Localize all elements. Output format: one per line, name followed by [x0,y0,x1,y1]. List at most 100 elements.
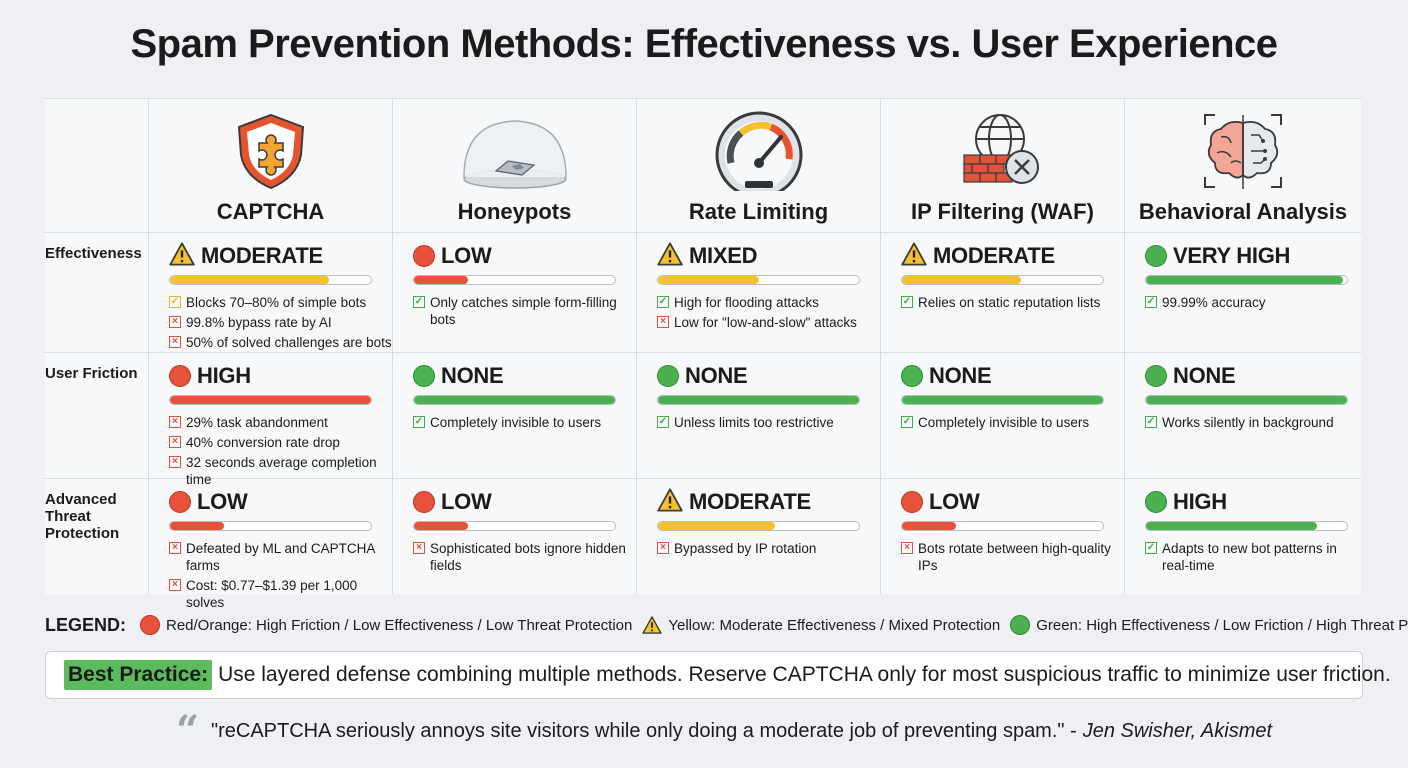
check-box-icon: ✓ [1145,296,1157,308]
check-box-icon: ✓ [1145,416,1157,428]
cross-box-icon: × [169,316,181,328]
note-item: × Bypassed by IP rotation [657,540,880,557]
legend-item-yellow: Yellow: Moderate Effectiveness / Mixed P… [642,616,1000,634]
rating: LOW [901,489,1124,515]
comparison-table: CAPTCHA Honeypots Rate [45,98,1361,610]
rating-bar [657,395,860,405]
rating-cell: NONE ✓ Works silently in background [1125,353,1361,479]
note-text: 50% of solved challenges are bots [186,335,392,350]
legend: LEGEND: Red/Orange: High Friction / Low … [45,612,1408,638]
rating: VERY HIGH [1145,243,1361,269]
rating-cell: LOW × Sophisticated bots ignore hidden fie… [393,479,637,594]
legend-item-red: Red/Orange: High Friction / Low Effectiv… [140,615,632,635]
notes: × Defeated by ML and CAPTCHA farms × Cost: … [169,540,392,611]
check-box-icon: ✓ [901,416,913,428]
note-item: ✓ Unless limits too restrictive [657,414,880,431]
check-box-icon: ✓ [901,296,913,308]
rating-bar-fill [414,276,469,284]
note-text: 32 seconds average completion time [186,455,377,487]
quote-mark-icon: “ [176,707,200,754]
rating-label: HIGH [1173,489,1227,514]
speedometer-icon [711,111,807,191]
note-text: Completely invisible to users [918,415,1090,430]
rating: NONE [901,363,1124,389]
note-item: × 50% of solved challenges are bots [169,334,392,351]
notes: ✓ 99.99% accuracy [1145,294,1361,311]
rating-bar [413,521,616,531]
quote-author: Jen Swisher, Akismet [1082,719,1273,742]
notes: ✓ Adapts to new bot patterns in real-time [1145,540,1361,574]
shield-puzzle-icon [233,111,309,191]
method-name: Behavioral Analysis [1138,199,1348,224]
green-dot-icon [413,365,435,387]
note-text: Only catches simple form-filling bots [430,295,617,327]
rating-cell: NONE ✓ Completely invisible to users [881,353,1125,479]
rating-bar-fill [1146,522,1317,530]
check-box-icon: ✓ [657,296,669,308]
rating-label: LOW [441,243,492,268]
legend-text: Yellow: Moderate Effectiveness / Mixed P… [668,616,1001,634]
note-text: Low for "low-and-slow" attacks [674,315,857,330]
note-item: ✓ 99.99% accuracy [1145,294,1361,311]
rating-bar-fill [414,522,469,530]
note-item: × 32 seconds average completion time [169,454,392,488]
note-text: Bypassed by IP rotation [674,541,817,556]
cross-box-icon: × [169,436,181,448]
rating-cell: VERY HIGH ✓ 99.99% accuracy [1125,233,1361,353]
note-item: ✓ Blocks 70–80% of simple bots [169,294,392,311]
red-dot-icon [169,491,191,513]
glass-dome-icon [460,111,570,191]
quote: “ "reCAPTCHA seriously annoys site visit… [176,707,1273,754]
rating-label: MODERATE [689,489,811,514]
note-text: High for flooding attacks [674,295,819,310]
rating-cell: HIGH ✓ Adapts to new bot patterns in real-… [1125,479,1361,594]
rating: MODERATE [169,241,392,269]
rating-label: HIGH [197,363,251,388]
rating-cell: HIGH × 29% task abandonment × 40% conversion… [149,353,393,487]
rating-cell: MODERATE ✓ Blocks 70–80% of simple bots × 99… [149,233,393,353]
note-item: × 29% task abandonment [169,414,392,431]
rating-bar-fill [1146,396,1347,404]
brain-scan-icon [1201,111,1285,191]
rating-bar [413,395,616,405]
rating-bar [169,521,372,531]
warning-triangle-icon [657,487,683,517]
rating-cell: LOW ✓ Only catches simple form-filling bot… [393,233,637,353]
note-item: × Low for "low-and-slow" attacks [657,314,880,331]
method-name: Honeypots [457,199,572,224]
note-item: ✓ High for flooding attacks [657,294,880,311]
rating-bar-fill [1146,276,1343,284]
rating: NONE [413,363,636,389]
note-item: × Bots rotate between high-quality IPs [901,540,1124,574]
note-item: ✓ Completely invisible to users [413,414,636,431]
notes: ✓ Unless limits too restrictive [657,414,880,431]
rating-bar-fill [902,396,1103,404]
best-practice-banner: Best Practice: Use layered defense combi… [45,651,1391,699]
warning-triangle-icon [642,616,663,634]
notes: ✓ Completely invisible to users [413,414,636,431]
note-text: Defeated by ML and CAPTCHA farms [186,541,375,573]
green-dot-icon [901,365,923,387]
cross-box-icon: × [413,542,425,554]
cross-box-icon: × [657,316,669,328]
rating-bar [901,521,1104,531]
cross-box-icon: × [169,456,181,468]
rating-cell: NONE ✓ Unless limits too restrictive [637,353,881,479]
rating: MODERATE [657,487,880,517]
note-text: Bots rotate between high-quality IPs [918,541,1111,573]
cross-box-icon: × [169,542,181,554]
check-box-icon: ✓ [657,416,669,428]
best-practice-text: Use layered defense combining multiple m… [218,663,1391,686]
note-text: Unless limits too restrictive [674,415,834,430]
note-item: ✓ Only catches simple form-filling bots [413,294,636,328]
rating: LOW [413,489,636,515]
rating-bar-fill [658,522,775,530]
rating: LOW [169,489,392,515]
note-text: 99.99% accuracy [1162,295,1266,310]
notes: × 29% task abandonment × 40% conversion rat… [169,414,392,488]
row-label: User Friction [45,353,149,479]
rating-bar [169,275,372,285]
best-practice-label: Best Practice: [64,660,213,690]
warning-triangle-icon [901,241,927,271]
rating-bar [169,395,372,405]
